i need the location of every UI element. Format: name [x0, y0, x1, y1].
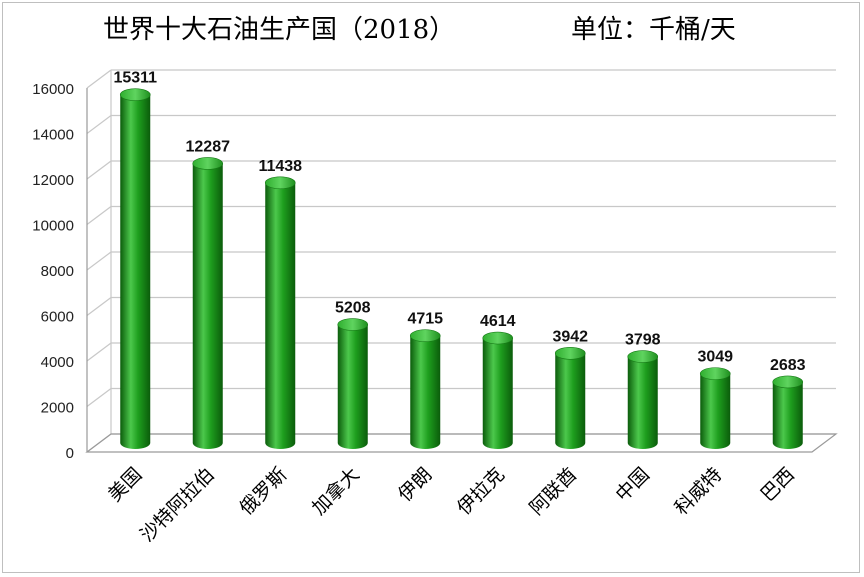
bar [192, 163, 223, 449]
x-tick-label: 加拿大 [307, 463, 364, 520]
y-tick-label: 2000 [41, 400, 74, 417]
y-tick-label: 0 [66, 445, 74, 462]
y-tick-label: 6000 [41, 309, 74, 326]
bar-top [772, 375, 804, 389]
data-label: 2683 [770, 357, 806, 374]
chart-title: 世界十大石油生产国（2018） [103, 15, 456, 45]
gridline-left-wall [86, 115, 112, 134]
data-label: 5208 [335, 300, 371, 317]
bar [700, 373, 731, 449]
bar [265, 182, 296, 449]
data-label: 4614 [480, 313, 516, 330]
data-label: 3942 [552, 328, 588, 345]
bar-top [409, 329, 441, 343]
gridline-left-wall [86, 251, 112, 271]
gridline-left-wall [86, 206, 112, 225]
bar-top [119, 88, 151, 101]
bar [482, 338, 513, 449]
bar-top [337, 318, 369, 331]
gridline-left-wall [86, 160, 112, 180]
bar-top [627, 350, 659, 363]
bar [120, 94, 151, 450]
bar [410, 335, 441, 449]
y-tick-label: 16000 [32, 81, 74, 98]
x-tick-label: 阿联酋 [526, 464, 582, 520]
bar-top [264, 176, 296, 190]
gridline-left-wall [86, 297, 112, 316]
y-tick-label: 12000 [32, 172, 74, 189]
gridline-left-wall [86, 342, 112, 362]
bar [555, 353, 586, 449]
bar-top [482, 331, 514, 345]
bar [337, 324, 368, 449]
bar-top [554, 347, 586, 360]
x-tick-label: 沙特阿拉伯 [136, 464, 219, 547]
gridline-left-wall [86, 69, 112, 89]
x-tick-label: 俄罗斯 [236, 464, 292, 520]
chart-floor [85, 433, 838, 453]
y-tick-label: 14000 [32, 127, 74, 144]
x-tick-label: 科威特 [671, 464, 727, 520]
x-tick-label: 美国 [104, 464, 146, 506]
chart-unit-label: 单位：千桶/天 [571, 15, 736, 45]
data-label: 12287 [186, 138, 231, 155]
bar-top [192, 157, 224, 170]
y-tick-label: 10000 [32, 218, 74, 235]
x-tick-label: 伊拉克 [453, 464, 509, 520]
x-tick-label: 中国 [611, 464, 653, 506]
y-tick-label: 4000 [41, 354, 74, 371]
bar [772, 381, 803, 449]
x-tick-label: 巴西 [756, 464, 798, 506]
x-tick-label: 伊朗 [394, 464, 436, 506]
data-label: 4715 [407, 311, 443, 328]
data-label: 3798 [625, 332, 661, 349]
gridline-left-wall [86, 388, 112, 407]
bar [627, 356, 658, 449]
data-label: 15311 [113, 70, 157, 87]
bar-top [699, 367, 731, 380]
y-tick-label: 8000 [41, 263, 74, 280]
data-label: 3049 [697, 349, 733, 366]
data-label: 11438 [258, 158, 302, 175]
